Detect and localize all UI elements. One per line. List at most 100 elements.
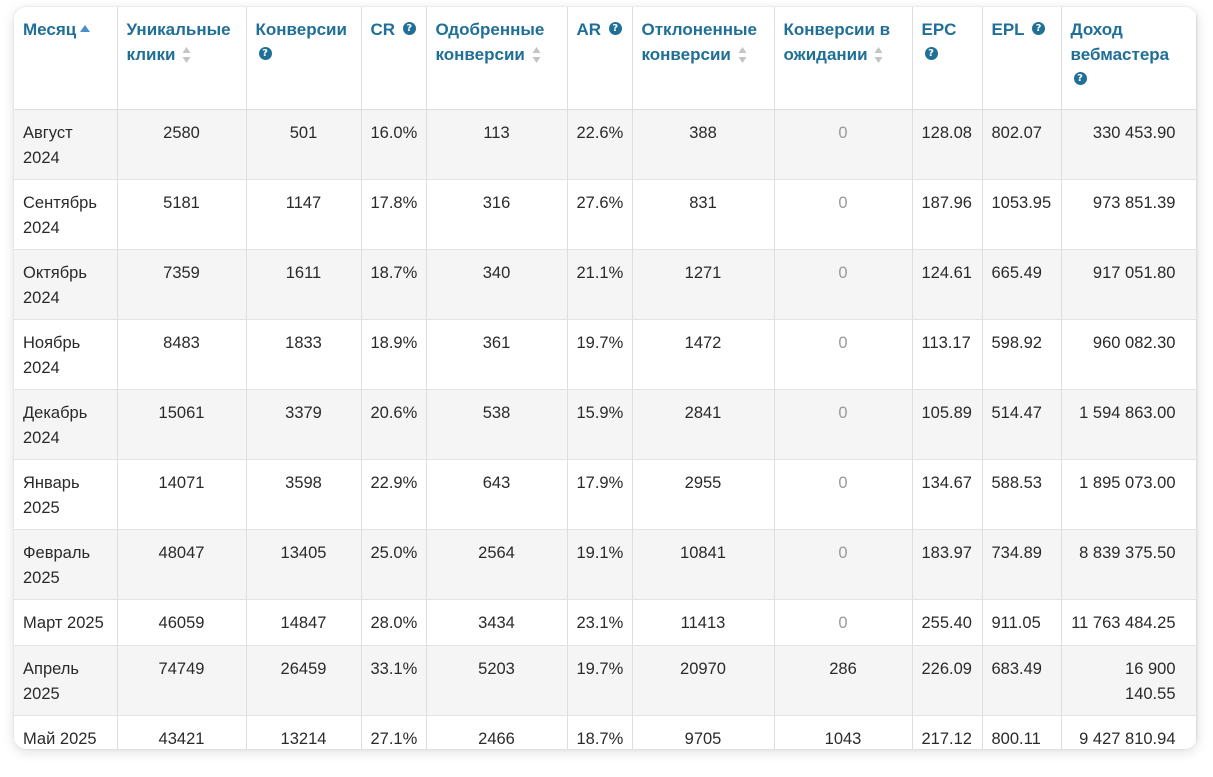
col-header-clicks[interactable]: Уникальные клики <box>117 7 247 110</box>
col-header-income[interactable]: Доход вебмастера ? <box>1061 7 1197 110</box>
cell-epc: 134.67 <box>912 459 983 530</box>
cell-ar: 17.9% <box>567 459 633 530</box>
cell-income: 1 895 073.00 <box>1061 459 1197 530</box>
col-header-cr[interactable]: CR ? <box>361 7 427 110</box>
col-header-label: Доход вебмастера <box>1070 20 1170 64</box>
sort-icon[interactable] <box>738 46 747 64</box>
table-row: Февраль 2025 48047 13405 25.0% 2564 19.1% 1084… <box>14 529 1197 600</box>
cell-approved: 3434 <box>426 599 568 646</box>
sort-icon[interactable] <box>532 46 541 64</box>
col-header-label: Конверсии <box>255 20 347 39</box>
cell-rejected: 2955 <box>632 459 775 530</box>
cell-ar: 21.1% <box>567 249 633 320</box>
cell-rejected: 388 <box>632 109 775 180</box>
cell-cr: 33.1% <box>361 645 427 716</box>
cell-approved: 5203 <box>426 645 568 716</box>
table-row: Октябрь 2024 7359 1611 18.7% 340 21.1% 1271 0 12… <box>14 249 1197 320</box>
cell-pending: 286 <box>774 645 913 716</box>
cell-income: 11 763 484.25 <box>1061 599 1197 646</box>
cell-epc: 113.17 <box>912 319 983 390</box>
sort-icon[interactable] <box>182 46 191 64</box>
col-header-pending[interactable]: Конверсии в ожидании <box>774 7 913 110</box>
col-header-epc[interactable]: EPC ? <box>912 7 983 110</box>
cell-approved: 2564 <box>426 529 568 600</box>
cell-month: Май 2025 <box>14 715 118 749</box>
cell-conversions: 13405 <box>246 529 362 600</box>
cell-rejected: 1472 <box>632 319 775 390</box>
cell-income: 917 051.80 <box>1061 249 1197 320</box>
cell-clicks: 8483 <box>117 319 247 390</box>
cell-clicks: 5181 <box>117 179 247 250</box>
cell-pending: 1043 <box>774 715 913 749</box>
cell-epl: 683.49 <box>982 645 1062 716</box>
help-icon[interactable]: ? <box>402 22 416 36</box>
cell-conversions: 14847 <box>246 599 362 646</box>
sort-icon[interactable] <box>874 46 883 64</box>
table-header-row: Месяц Уникальные клики Конверсии ? CR ? … <box>14 7 1197 110</box>
help-icon[interactable]: ? <box>924 47 938 61</box>
cell-clicks: 15061 <box>117 389 247 460</box>
cell-ar: 23.1% <box>567 599 633 646</box>
col-header-label: CR <box>370 20 396 39</box>
cell-income: 330 453.90 <box>1061 109 1197 180</box>
cell-clicks: 46059 <box>117 599 247 646</box>
cell-rejected: 831 <box>632 179 775 250</box>
cell-month: Январь 2025 <box>14 459 118 530</box>
cell-pending: 0 <box>774 319 913 390</box>
col-header-label: Уникальные клики <box>126 20 231 64</box>
cell-clicks: 14071 <box>117 459 247 530</box>
cell-epc: 187.96 <box>912 179 983 250</box>
cell-cr: 17.8% <box>361 179 427 250</box>
cell-pending: 0 <box>774 109 913 180</box>
cell-epl: 734.89 <box>982 529 1062 600</box>
cell-conversions: 13214 <box>246 715 362 749</box>
cell-cr: 28.0% <box>361 599 427 646</box>
cell-month: Сентябрь 2024 <box>14 179 118 250</box>
cell-rejected: 2841 <box>632 389 775 460</box>
help-icon[interactable]: ? <box>1032 22 1045 36</box>
col-header-label: Конверсии в ожидании <box>783 20 891 64</box>
sort-asc-icon[interactable] <box>80 25 91 32</box>
cell-income: 1 594 863.00 <box>1061 389 1197 460</box>
cell-ar: 19.7% <box>567 645 633 716</box>
cell-epc: 128.08 <box>912 109 983 180</box>
help-icon[interactable]: ? <box>1073 72 1087 86</box>
cell-cr: 25.0% <box>361 529 427 600</box>
col-header-rejected[interactable]: Отклоненные конверсии <box>632 7 775 110</box>
cell-pending: 0 <box>774 389 913 460</box>
col-header-month[interactable]: Месяц <box>14 7 118 110</box>
table-row: Март 2025 46059 14847 28.0% 3434 23.1% 11413 0 2… <box>14 599 1197 646</box>
cell-approved: 361 <box>426 319 568 390</box>
col-header-ar[interactable]: AR ? <box>567 7 633 110</box>
col-header-label: Месяц <box>23 20 77 39</box>
cell-ar: 18.7% <box>567 715 633 749</box>
cell-approved: 316 <box>426 179 568 250</box>
cell-approved: 340 <box>426 249 568 320</box>
cell-month: Апрель 2025 <box>14 645 118 716</box>
cell-conversions: 3598 <box>246 459 362 530</box>
cell-epl: 911.05 <box>982 599 1062 646</box>
cell-conversions: 1611 <box>246 249 362 320</box>
cell-conversions: 501 <box>246 109 362 180</box>
col-header-conversions[interactable]: Конверсии ? <box>246 7 362 110</box>
help-icon[interactable]: ? <box>608 22 622 36</box>
cell-epl: 802.07 <box>982 109 1062 180</box>
cell-ar: 27.6% <box>567 179 633 250</box>
cell-approved: 113 <box>426 109 568 180</box>
col-header-approved[interactable]: Одобренные конверсии <box>426 7 568 110</box>
help-icon[interactable]: ? <box>258 47 272 61</box>
cell-month: Март 2025 <box>14 599 118 646</box>
table-row: Январь 2025 14071 3598 22.9% 643 17.9% 2955 0 13… <box>14 459 1197 530</box>
cell-month: Август 2024 <box>14 109 118 180</box>
cell-cr: 18.7% <box>361 249 427 320</box>
cell-rejected: 20970 <box>632 645 775 716</box>
cell-ar: 19.7% <box>567 319 633 390</box>
col-header-label: Отклоненные конверсии <box>641 20 757 64</box>
cell-epl: 598.92 <box>982 319 1062 390</box>
col-header-epl[interactable]: EPL ? <box>982 7 1062 110</box>
col-header-label: EPC <box>921 20 957 39</box>
cell-month: Декабрь 2024 <box>14 389 118 460</box>
col-header-label: AR <box>576 20 602 39</box>
cell-rejected: 1271 <box>632 249 775 320</box>
table-row: Август 2024 2580 501 16.0% 113 22.6% 388 0 128.0… <box>14 109 1197 180</box>
